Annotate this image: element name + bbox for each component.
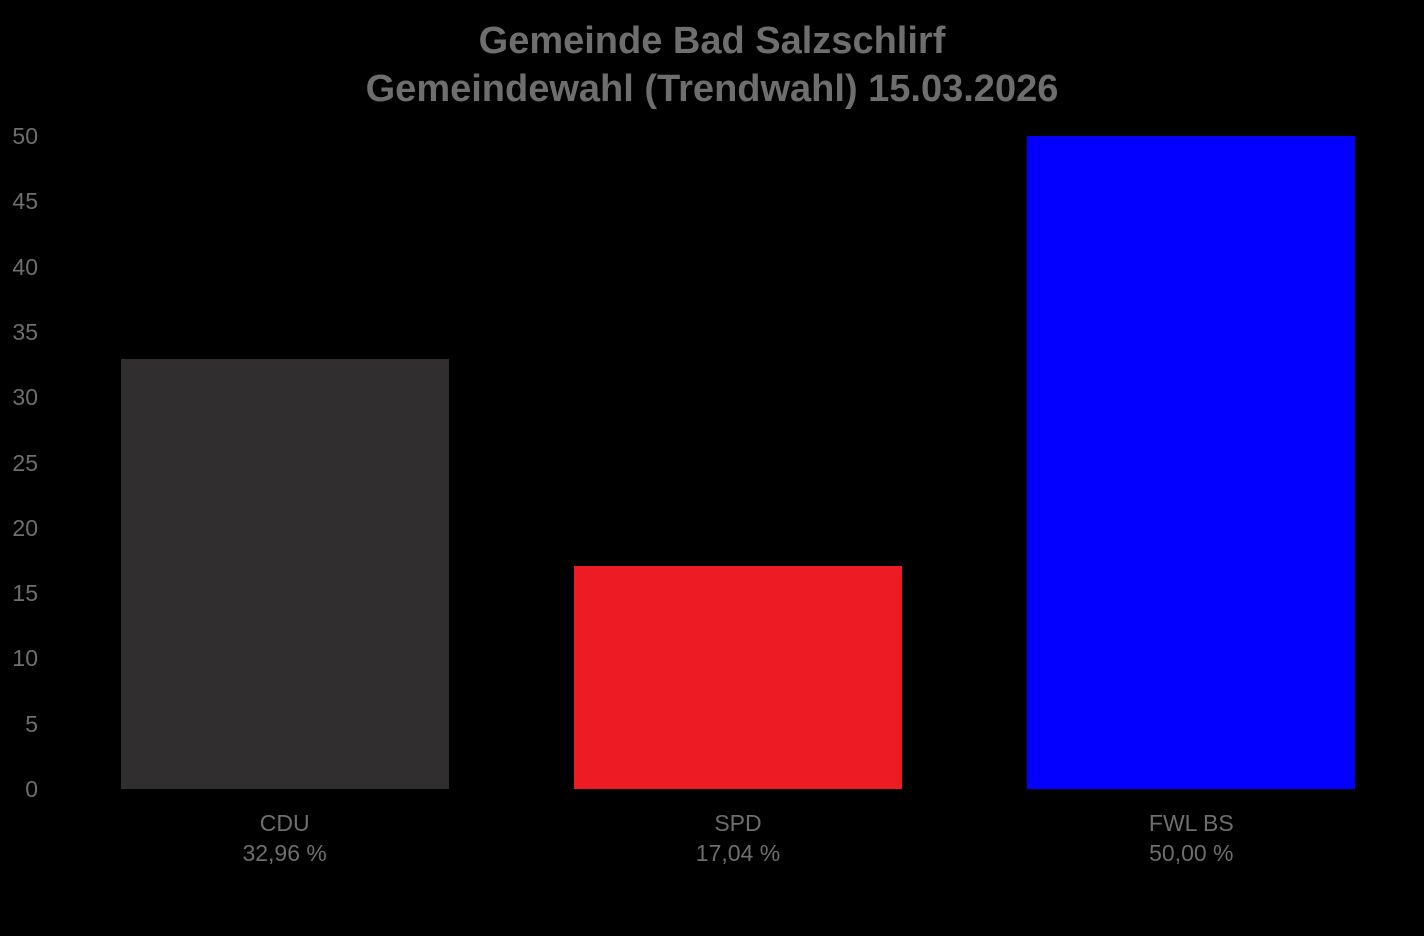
plot-area <box>58 136 1418 789</box>
bar-spd <box>574 566 902 789</box>
y-tick-label: 20 <box>12 514 38 541</box>
chart-title: Gemeinde Bad Salzschlirf Gemeindewahl (T… <box>0 17 1424 113</box>
y-tick-label: 5 <box>25 710 38 737</box>
y-tick-label: 35 <box>12 318 38 345</box>
category-label: CDU <box>259 810 310 836</box>
y-tick-label: 40 <box>12 253 38 280</box>
y-tick-label: 15 <box>12 580 38 607</box>
bar-cdu <box>120 358 449 789</box>
value-label: 50,00 % <box>1149 840 1234 866</box>
bar-fwl-bs <box>1027 136 1356 789</box>
category-label: SPD <box>714 810 762 836</box>
chart-title-line2: Gemeindewahl (Trendwahl) 15.03.2026 <box>365 68 1059 110</box>
category-label: FWL BS <box>1148 810 1234 836</box>
y-tick-label: 50 <box>12 123 38 149</box>
value-label: 17,04 % <box>695 840 781 866</box>
x-axis-labels: CDU 32,96 % SPD 17,04 % FWL BS 50,00 % <box>58 808 1418 898</box>
value-label: 32,96 % <box>242 840 327 866</box>
y-tick-label: 30 <box>12 384 38 411</box>
x-label-fwl-bs: FWL BS 50,00 % <box>965 808 1418 868</box>
x-label-cdu: CDU 32,96 % <box>58 808 511 868</box>
chart-title-line1: Gemeinde Bad Salzschlirf <box>478 20 946 62</box>
y-tick-label: 25 <box>12 449 38 476</box>
y-tick-label: 0 <box>25 776 38 802</box>
y-tick-label: 10 <box>12 645 38 672</box>
y-tick-label: 45 <box>12 188 38 215</box>
x-label-spd: SPD 17,04 % <box>511 808 964 868</box>
y-axis: 0 5 10 15 20 25 30 35 40 45 50 <box>0 0 38 936</box>
